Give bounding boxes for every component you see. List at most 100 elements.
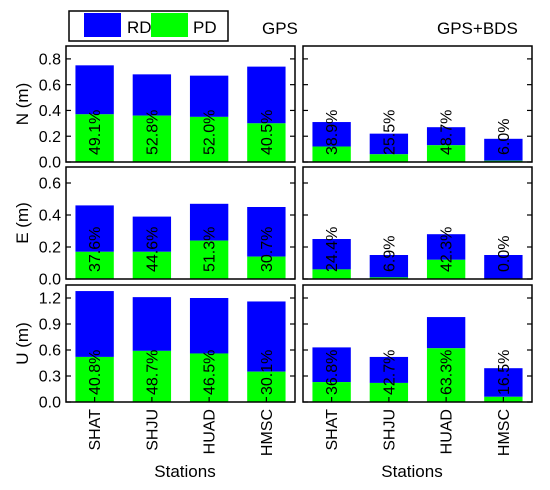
panel-n-gps-bds: 38.9% 25.5% 48.7% 6.0% (302, 45, 533, 163)
y-tick-label: 0.3 (39, 369, 61, 386)
bar-pd (75, 114, 114, 162)
bar-rd (369, 356, 409, 383)
bar-percent-label: 36.8% (324, 350, 341, 395)
y-tick-label: 0.6 (39, 77, 61, 94)
bar-rd (247, 301, 286, 372)
bar-pd (426, 348, 466, 402)
bar-rd (484, 138, 523, 161)
plot-frame (302, 284, 533, 403)
bar-percent-label: 6.0% (496, 119, 513, 155)
x-tick-label: SHAT (87, 409, 104, 451)
bar-percent-label: 63.3% (439, 350, 456, 395)
plot-frame (302, 166, 533, 280)
x-tick-label: SHAT (324, 409, 341, 451)
y-tick-label: 0.0 (39, 395, 61, 412)
y-tick-label: 0.4 (39, 208, 61, 225)
bar-pd (75, 356, 114, 402)
bar-rd (189, 203, 229, 241)
bar-percent-label: 40.5% (259, 110, 276, 155)
bar-rd (247, 207, 286, 257)
x-axis-label-left: Stations (154, 462, 215, 481)
y-tick-label: 0.0 (39, 272, 61, 289)
bar-pd (189, 240, 229, 279)
bar-percent-label: 24.4% (324, 227, 341, 272)
plot-frame (65, 166, 296, 280)
y-tick-label: 0.2 (39, 240, 61, 257)
panel-u-gps-bds: 36.8% 42.7% 63.3% 16.5% SHAT SHJU HUAD HMSC (302, 284, 533, 456)
bar-pd (247, 123, 286, 162)
y-tick-label: 1.2 (39, 291, 61, 308)
bar-percent-label: 0.0% (496, 236, 513, 272)
bar-pd (369, 277, 409, 279)
y-tick-label: 0.2 (39, 129, 61, 146)
bar-rd (132, 297, 172, 351)
x-tick-label: SHJU (144, 409, 161, 451)
panel-e-gps-bds: 24.4% 6.9% 42.3% 0.0% (302, 166, 533, 280)
bar-percent-label: 51.3% (202, 227, 219, 272)
bar-percent-label: 38.9% (324, 110, 341, 155)
bar-pd (426, 259, 466, 279)
bar-pd (75, 251, 114, 279)
bar-rd (369, 133, 409, 155)
bar-percent-label: 30.1% (259, 350, 276, 395)
y-tick-label: 0.0 (39, 155, 61, 172)
bar-pd (132, 350, 172, 402)
bar-rd (426, 127, 466, 146)
x-tick-label: HUAD (439, 409, 456, 454)
bar-percent-label: 49.1% (87, 110, 104, 155)
bar-rd (75, 291, 114, 357)
y-tick-label: 0.6 (39, 343, 61, 360)
plot-frame (302, 45, 533, 163)
column-title-gps: GPS (262, 19, 298, 38)
bar-percent-label: 42.3% (439, 227, 456, 272)
bar-percent-label: 16.5% (496, 350, 513, 395)
panel-e-gps: 37.6% 44.6% 51.3% 30.7% 0.0 0.2 0.4 0.6 E (m) (13, 166, 296, 289)
column-title-gps-bds: GPS+BDS (437, 19, 518, 38)
y-tick-label: 0.6 (39, 176, 61, 193)
bar-pd (312, 382, 351, 402)
x-tick-label: HMSC (496, 409, 513, 456)
x-axis-label-right: Stations (381, 462, 442, 481)
x-tick-label: HUAD (202, 409, 219, 454)
legend-swatch-rd (84, 13, 121, 37)
bar-rd (312, 239, 351, 270)
bar-rd (75, 65, 114, 115)
plot-frame (65, 284, 296, 403)
bar-pd (369, 154, 409, 162)
panel-n-gps: 49.1% 52.8% 52.0% 40.5% 0.0 0.2 0.4 0.6 0.8 N (m) (13, 45, 296, 172)
y-axis-label: U (m) (13, 322, 32, 364)
bar-percent-label: 46.5% (202, 350, 219, 395)
bar-pd (247, 371, 286, 402)
panel-u-gps: 40.8% 48.7% 46.5% 30.1% 0.0 0.3 0.6 0.9 1.2 U (m)… (13, 284, 296, 456)
bar-rd (312, 347, 351, 383)
bar-percent-label: 48.7% (439, 110, 456, 155)
plot-frame (65, 45, 296, 163)
bar-percent-label: 44.6% (144, 227, 161, 272)
bar-rd (426, 317, 466, 349)
legend-swatch-pd (151, 13, 188, 37)
bar-rd (75, 205, 114, 252)
bar-percent-label: 37.6% (87, 227, 104, 272)
y-axis-label: N (m) (13, 83, 32, 125)
y-tick-label: 0.4 (39, 103, 61, 120)
bar-rd (247, 66, 286, 124)
bar-pd (132, 115, 172, 162)
legend: RD PD (68, 10, 229, 42)
bar-rd (484, 255, 523, 279)
bar-percent-label: 25.5% (381, 110, 398, 155)
y-axis-label: E (m) (13, 202, 32, 244)
bar-percent-label: 52.8% (144, 110, 161, 155)
bar-percent-label: 52.0% (202, 110, 219, 155)
bar-rd (312, 122, 351, 147)
bar-rd (132, 74, 172, 116)
bar-pd (369, 382, 409, 402)
bar-percent-label: 40.8% (87, 350, 104, 395)
bar-pd (189, 353, 229, 402)
x-tick-label: HMSC (259, 409, 276, 456)
panels: 49.1% 52.8% 52.0% 40.5% 0.0 0.2 0.4 0.6 0.8 N (m)… (13, 45, 533, 456)
bar-percent-label: 48.7% (144, 350, 161, 395)
bar-pd (247, 256, 286, 279)
bar-pd (312, 146, 351, 162)
y-tick-label: 0.9 (39, 317, 61, 334)
